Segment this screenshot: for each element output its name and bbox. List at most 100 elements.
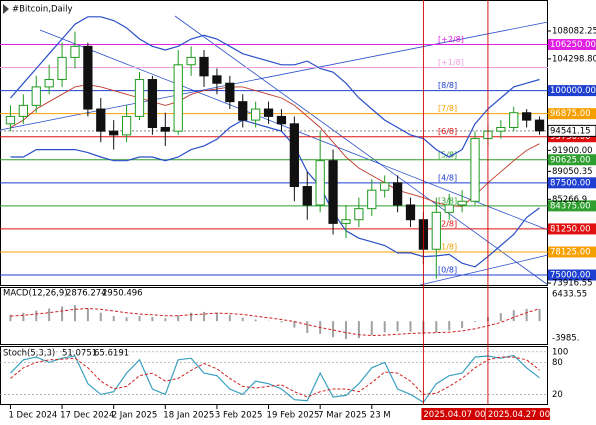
band-upper [10,16,540,158]
macd-bar [332,321,335,338]
candle-body [289,123,299,188]
candle-body [147,79,158,128]
x-tick-label: 19 Feb 2025 [267,411,320,421]
macd-bar [48,308,51,322]
candle-body [160,126,170,132]
macd-signal [10,307,540,337]
candle-body [534,119,545,132]
candle-body [238,101,248,121]
macd-bar [512,310,515,322]
x-tick-label: 1 Dec 2024 [8,411,57,421]
price-tag [548,108,596,120]
icon [3,4,9,14]
candle-body [315,160,325,206]
candle-body [380,182,390,191]
y-tick-label: 73916.55 [552,279,593,289]
chart-title: #Bitcoin,Daily [12,5,72,15]
stoch-tick-label: 20 [552,390,563,400]
macd-bar [112,316,115,322]
stoch-signal [10,356,540,398]
murray-level-label: [1/8] [438,242,457,251]
price-tag [548,246,596,258]
candle-body [276,115,287,125]
macd-tick-label: 6433.55 [552,289,587,299]
price-tag [548,85,596,97]
macd-bar [164,318,167,322]
candle-body [302,186,312,206]
candle-body [44,79,54,88]
macd-bar [306,321,309,334]
macd-bar [61,306,64,322]
title-group: #Bitcoin,Daily [3,4,72,15]
y-tick-label: 104298.80 [552,54,596,64]
candle-body [496,126,506,132]
x-tick-label: 23 M [370,411,391,421]
candle-body [173,64,183,132]
candle-body [5,115,16,125]
stoch-title: Stoch(5,3,3) [3,349,55,359]
candle-body [405,204,416,221]
y-tick-label: 108082.25 [552,26,596,36]
price-tag-label: 75000.00 [550,271,591,281]
macd-bar [409,321,412,332]
murray-level-label: [8/8] [438,81,457,90]
murray-level-label: [6/8] [438,127,457,136]
murray-level-label: [+1/8] [438,58,464,67]
macd-bar [357,321,360,339]
candle-body [328,160,338,224]
stoch-tick-label: 100 [552,347,568,357]
y-tick-label: 89050.35 [552,167,593,177]
candle-body [367,189,377,210]
macd-bar [499,313,502,322]
price-tag [548,269,596,281]
murray-level-label: [4/8] [438,173,457,182]
price-tag [548,177,596,189]
main-panel [0,0,548,286]
date-tag-label: 2025.04.07 00:00 [423,410,499,420]
price-tag [548,223,596,235]
trend-channel [174,15,549,286]
stoch-signal-value: 65.6191 [94,349,129,359]
macd-bar [86,308,89,322]
macd-bar [448,321,451,331]
murray-level-label: [7/8] [438,104,457,113]
price-tag [548,38,596,50]
macd-bar [461,321,464,328]
macd-bar [538,309,541,322]
macd-bar [280,321,283,323]
price-tag-label: 87500.00 [550,178,591,188]
macd-bar [241,317,244,322]
y-tick-label: 85266.9 [552,195,587,205]
stoch-tick-label: 80 [552,358,563,368]
candle-body [109,130,119,136]
macd-bar [177,315,180,322]
x-tick-label: 17 Dec 2024 [60,411,114,421]
candle-body [70,45,80,58]
y-tick-label: 91900.00 [552,146,593,156]
last-price-tag [547,124,596,137]
macd-bar [203,311,206,322]
date-tag [421,408,486,420]
last-price-label: 94541.15 [550,126,591,136]
macd-bar [228,314,231,322]
price-tag [548,200,596,212]
candle-body [134,79,145,117]
candle-body [470,138,480,202]
price-tag-label: 96875.00 [550,109,591,119]
date-tag-label: 2025.04.27 00:00 [488,410,564,420]
x-tick-label: 7 Mar 2025 [318,411,366,421]
macd-bar [73,305,76,322]
candle-body [444,204,454,213]
candle-body [392,182,403,206]
candle-body [83,45,93,110]
price-tag [548,154,596,166]
macd-bar [151,316,154,322]
candle-body [186,56,196,66]
macd-bar [344,321,347,339]
macd-title: MACD(12,26,9) [3,289,68,299]
price-tag-label: 100000.00 [550,86,596,96]
trend-line [419,254,549,286]
candle-body [509,112,519,128]
